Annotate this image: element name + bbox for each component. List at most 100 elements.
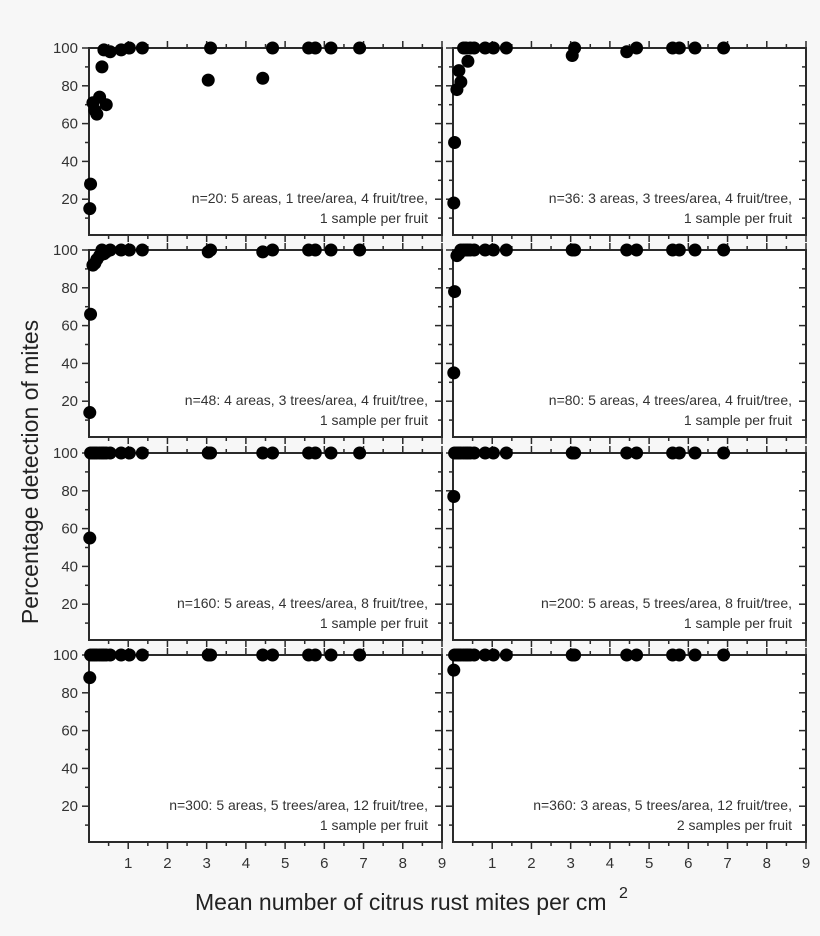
panel-3: 20 40 60 80 100 n=48: 4 areas, 3 trees/area, … — [53, 242, 443, 444]
panel-2: n=36: 3 areas, 3 trees/area, 4 fruit/tre… — [446, 41, 807, 242]
panel-frame — [452, 249, 807, 438]
data-point — [122, 648, 136, 662]
panels: 20 40 60 80 100 n=20: 5 areas, 1 tree/area, 4… — [53, 40, 810, 872]
panel-5: 20 40 60 80 100 n=160: 5 areas, 4 trees/area,… — [53, 445, 443, 647]
panel-annotation: 1 sample per fruit — [320, 817, 428, 833]
data-point — [467, 243, 481, 257]
data-point — [135, 243, 149, 257]
panel-annotation: n=160: 5 areas, 4 trees/area, 8 fruit/tr… — [177, 595, 428, 611]
data-point — [620, 446, 634, 460]
x-axis-label-superscript: 2 — [619, 885, 628, 902]
y-tick-label: 60 — [61, 723, 78, 740]
data-point — [630, 41, 644, 55]
panel-4: n=80: 5 areas, 4 trees/area, 4 fruit/tre… — [446, 243, 807, 444]
panel-6: n=200: 5 areas, 5 trees/area, 8 fruit/tr… — [446, 446, 807, 647]
x-tick-label: 3 — [202, 855, 210, 872]
data-point — [103, 446, 117, 460]
data-point — [308, 446, 322, 460]
data-point — [499, 41, 513, 55]
data-point — [84, 307, 98, 321]
panel-annotation: 1 sample per fruit — [320, 210, 428, 226]
panel-frame — [88, 452, 443, 641]
x-tick-label: 4 — [606, 855, 614, 872]
data-point — [204, 243, 218, 257]
x-tick-label: 1 — [124, 855, 132, 872]
data-point — [688, 648, 702, 662]
data-point — [447, 196, 461, 210]
y-tick-label: 100 — [53, 242, 78, 259]
y-tick-label: 20 — [61, 798, 78, 815]
data-point — [324, 243, 338, 257]
data-point — [486, 648, 500, 662]
x-tick-label: 7 — [723, 855, 731, 872]
x-tick-label: 8 — [763, 855, 771, 872]
data-point — [672, 243, 686, 257]
y-tick-label: 40 — [61, 558, 78, 575]
panel-annotation: 1 sample per fruit — [684, 615, 792, 631]
data-point — [122, 41, 136, 55]
data-point — [103, 243, 117, 257]
y-tick-label: 80 — [61, 685, 78, 702]
y-tick-label: 20 — [61, 191, 78, 208]
data-point — [324, 446, 338, 460]
data-point — [620, 45, 634, 59]
data-point — [447, 366, 461, 380]
y-tick-label: 40 — [61, 153, 78, 170]
y-tick-label: 40 — [61, 355, 78, 372]
data-point — [717, 243, 731, 257]
panel-8: 1 2 3 4 5 6 7 8 9 n=360: 3 areas, 5 trees/area, 1… — [446, 648, 810, 872]
data-point — [122, 446, 136, 460]
y-tick-label: 80 — [61, 78, 78, 95]
data-point — [672, 446, 686, 460]
data-point — [568, 243, 582, 257]
panel-annotation: n=200: 5 areas, 5 trees/area, 8 fruit/tr… — [541, 595, 792, 611]
data-point — [620, 648, 634, 662]
data-point — [84, 177, 98, 191]
panel-annotation: n=360: 3 areas, 5 trees/area, 12 fruit/t… — [533, 797, 792, 813]
x-tick-label: 9 — [802, 855, 810, 872]
panel-annotation: 1 sample per fruit — [684, 412, 792, 428]
data-point — [135, 446, 149, 460]
data-point — [630, 648, 644, 662]
data-point — [447, 663, 461, 677]
y-tick-label: 60 — [61, 116, 78, 133]
data-point — [672, 41, 686, 55]
x-axis-label: Mean number of citrus rust mites per cm … — [195, 885, 628, 915]
panel-annotation: n=36: 3 areas, 3 trees/area, 4 fruit/tre… — [549, 190, 792, 206]
x-tick-label: 9 — [438, 855, 446, 872]
data-point — [83, 671, 97, 685]
panel-1: 20 40 60 80 100 n=20: 5 areas, 1 tree/area, 4… — [53, 40, 443, 242]
data-point — [204, 648, 218, 662]
x-axis-label-text: Mean number of citrus rust mites per cm — [195, 889, 607, 915]
data-point — [620, 243, 634, 257]
x-tick-label: 1 — [488, 855, 496, 872]
data-point — [448, 136, 462, 149]
x-tick-label: 6 — [684, 855, 692, 872]
data-point — [83, 531, 97, 545]
data-point — [201, 73, 215, 87]
data-point — [266, 41, 280, 55]
data-point — [324, 648, 338, 662]
data-point — [452, 64, 466, 78]
panel-annotation: n=48: 4 areas, 3 trees/area, 4 fruit/tre… — [185, 392, 428, 408]
y-tick-label: 20 — [61, 393, 78, 410]
y-tick-label: 20 — [61, 596, 78, 613]
panel-frame — [452, 47, 807, 236]
data-point — [454, 75, 468, 89]
data-point — [95, 60, 109, 74]
x-tick-label: 2 — [163, 855, 171, 872]
data-point — [122, 243, 136, 257]
data-point — [568, 41, 582, 55]
y-tick-label: 80 — [61, 280, 78, 297]
data-point — [324, 41, 338, 55]
data-point — [717, 648, 731, 662]
data-point — [688, 446, 702, 460]
x-tick-label: 2 — [527, 855, 535, 872]
data-point — [256, 71, 270, 85]
x-tick-label: 8 — [399, 855, 407, 872]
data-point — [630, 243, 644, 257]
y-tick-label: 80 — [61, 483, 78, 500]
data-point — [266, 648, 280, 662]
y-tick-label: 60 — [61, 521, 78, 538]
